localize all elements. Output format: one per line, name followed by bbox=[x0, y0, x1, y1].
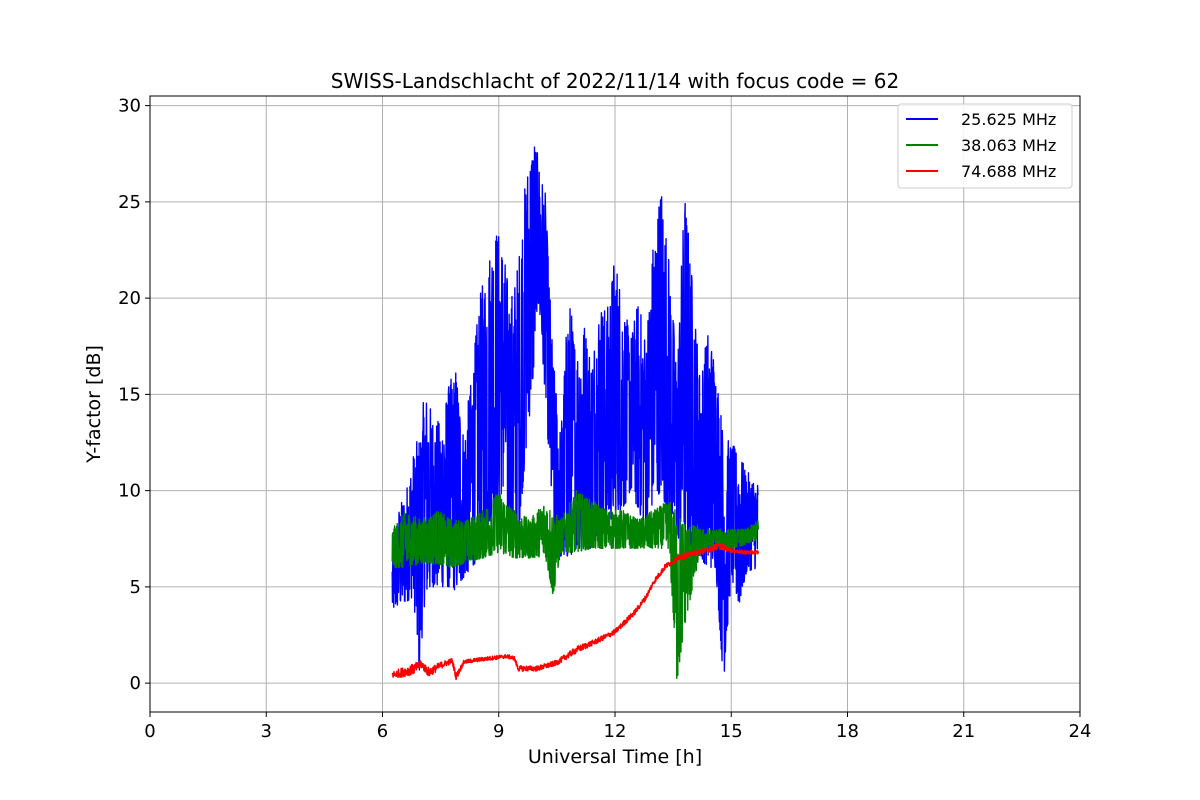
x-tick-label: 9 bbox=[493, 721, 504, 742]
y-tick-label: 20 bbox=[118, 288, 141, 309]
x-tick-label: 6 bbox=[377, 721, 388, 742]
y-axis-label: Y-factor [dB] bbox=[83, 345, 105, 464]
legend-label: 74.688 MHz bbox=[961, 162, 1056, 181]
x-tick-label: 15 bbox=[720, 721, 743, 742]
y-tick-label: 25 bbox=[118, 192, 141, 213]
series-line-3 bbox=[391, 542, 760, 681]
y-tick-label: 30 bbox=[118, 96, 141, 117]
y-tick-label: 10 bbox=[118, 481, 141, 502]
chart-title: SWISS-Landschlacht of 2022/11/14 with fo… bbox=[331, 69, 899, 93]
series-line-1 bbox=[391, 146, 759, 672]
x-tick-label: 3 bbox=[261, 721, 272, 742]
axis-ticks: 0 3 6 9 12 15 18 21 24 0 5 10 15 20 25 30 bbox=[118, 96, 1091, 742]
y-tick-label: 0 bbox=[130, 673, 141, 694]
x-tick-label: 12 bbox=[604, 721, 627, 742]
y-tick-label: 15 bbox=[118, 384, 141, 405]
x-axis-label: Universal Time [h] bbox=[528, 746, 702, 768]
y-tick-label: 5 bbox=[130, 577, 141, 598]
x-tick-label: 24 bbox=[1069, 721, 1092, 742]
x-tick-label: 21 bbox=[952, 721, 975, 742]
series-lines bbox=[391, 146, 760, 681]
legend-box bbox=[897, 103, 1073, 189]
x-tick-label: 0 bbox=[144, 721, 155, 742]
legend: 25.625 MHz 38.063 MHz 74.688 MHz bbox=[897, 103, 1073, 189]
x-tick-label: 18 bbox=[836, 721, 859, 742]
legend-label: 38.063 MHz bbox=[961, 136, 1056, 155]
legend-label: 25.625 MHz bbox=[961, 110, 1056, 129]
